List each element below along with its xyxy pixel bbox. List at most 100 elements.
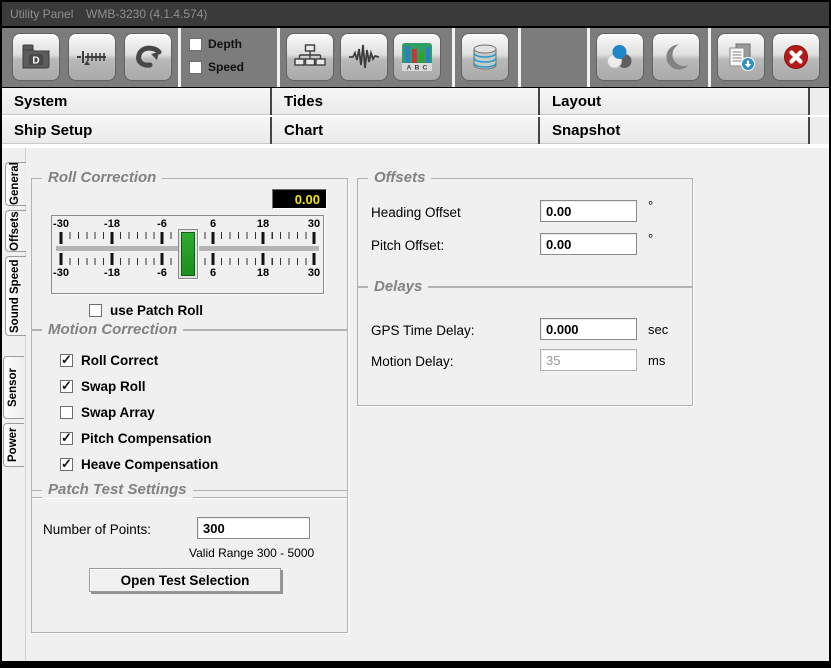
major-tick [211, 253, 215, 265]
roll-correct-label: Roll Correct [81, 353, 159, 368]
roll-correction-group: Roll Correction 0.00 -30 -18 -6 6 18 30 [31, 169, 348, 330]
undo-icon [136, 45, 162, 68]
roll-slider[interactable]: -30 -18 -6 6 18 30 [51, 215, 324, 294]
gps-time-delay-input[interactable]: 0.000 [540, 318, 637, 340]
heave-compensation-checkbox[interactable] [60, 456, 73, 472]
toolbar-separator [277, 28, 280, 87]
slider-thumb-fill [180, 232, 195, 276]
speed-checkbox[interactable] [189, 60, 202, 74]
side-tab-general[interactable]: General [5, 162, 26, 206]
delays-title: Delays [368, 278, 429, 295]
depth-option[interactable]: Depth [189, 35, 244, 53]
night-mode-button[interactable] [652, 33, 700, 81]
database-button[interactable] [461, 33, 509, 81]
swap-roll-label: Swap Roll [81, 379, 146, 394]
side-tab-offsets[interactable]: Offsets [5, 210, 26, 252]
roll-correct-checkbox[interactable] [60, 352, 73, 368]
use-patch-roll-option[interactable]: use Patch Roll [89, 303, 203, 318]
tab-ship-setup[interactable]: Ship Setup [2, 117, 272, 144]
scale-label: -30 [53, 267, 69, 279]
tab-tides[interactable]: Tides [272, 88, 540, 115]
close-icon [784, 45, 808, 69]
roll-value-display: 0.00 [272, 189, 327, 209]
export-pages-button[interactable] [717, 33, 765, 81]
svg-text:B: B [415, 65, 420, 72]
tab-layout[interactable]: Layout [540, 88, 810, 115]
tab-chart[interactable]: Chart [272, 117, 540, 144]
major-tick [211, 232, 215, 244]
network-tree-button[interactable] [286, 33, 334, 81]
motion-delay-unit: ms [648, 353, 666, 368]
offsets-group: Offsets Heading Offset 0.00 ° Pitch Offs… [357, 169, 693, 287]
major-tick [160, 232, 164, 244]
scale-label: -18 [104, 218, 120, 230]
gps-time-delay-label: GPS Time Delay: [371, 323, 475, 338]
swap-array-checkbox[interactable] [60, 406, 73, 419]
side-tab-power[interactable]: Power [3, 423, 24, 467]
speed-option[interactable]: Speed [189, 58, 244, 76]
range-scale-button[interactable] [68, 33, 116, 81]
depth-checkbox[interactable] [189, 37, 202, 51]
color-mix-icon [607, 45, 632, 69]
motion-correction-group: Motion Correction Roll Correct Swap Roll… [31, 321, 348, 498]
use-patch-roll-checkbox[interactable] [89, 304, 102, 317]
scale-label: -18 [104, 267, 120, 279]
signal-waveform-icon [349, 44, 380, 69]
scale-label: 30 [307, 267, 321, 279]
data-folder-button[interactable]: D [12, 33, 60, 81]
color-mix-button[interactable] [596, 33, 644, 81]
signal-waveform-button[interactable] [340, 33, 388, 81]
scale-label: -6 [157, 218, 167, 230]
roll-correct-option[interactable]: Roll Correct [60, 352, 159, 368]
pitch-offset-input[interactable]: 0.00 [540, 233, 637, 255]
heave-compensation-option[interactable]: Heave Compensation [60, 456, 218, 472]
close-button[interactable] [772, 33, 820, 81]
side-tab-divider [25, 148, 26, 661]
tab-filler [810, 88, 829, 115]
slider-thumb[interactable] [177, 229, 198, 279]
nav-tab-row-2: Ship Setup Chart Snapshot [2, 117, 829, 144]
tab-filler [810, 117, 829, 144]
window-version: WMB-3230 (4.1.4.574) [86, 7, 208, 21]
scale-label: -30 [53, 218, 69, 230]
heading-offset-input[interactable]: 0.00 [540, 200, 637, 222]
undo-button[interactable] [124, 33, 172, 81]
use-patch-roll-label: use Patch Roll [110, 303, 204, 318]
number-of-points-input[interactable]: 300 [197, 517, 310, 539]
tab-system[interactable]: System [2, 88, 272, 115]
scale-label: 18 [256, 267, 270, 279]
valid-range-note: Valid Range 300 - 5000 [189, 546, 315, 560]
major-tick [160, 253, 164, 265]
side-tab-offsets-label: Offsets [9, 211, 21, 251]
data-folder-icon: D [22, 44, 50, 69]
range-scale-icon [77, 51, 106, 65]
major-tick [312, 253, 316, 265]
night-mode-icon [666, 44, 689, 70]
patch-test-title: Patch Test Settings [42, 481, 193, 498]
nav-tabs: System Tides Layout Ship Setup Chart Sna… [2, 88, 829, 148]
major-tick [59, 253, 63, 265]
side-tab-sensor[interactable]: Sensor [3, 356, 24, 419]
svg-text:A: A [407, 65, 412, 72]
toolbar-separator [587, 28, 590, 87]
swap-roll-option[interactable]: Swap Roll [60, 378, 146, 394]
swap-roll-checkbox[interactable] [60, 378, 73, 394]
motion-delay-input[interactable]: 35 [540, 349, 637, 371]
heading-offset-label: Heading Offset [371, 205, 461, 220]
abc-bar-chart-button[interactable]: A B C [393, 33, 441, 81]
window-title: Utility Panel [10, 7, 74, 21]
side-tab-sound-speed-label: Sound Speed [9, 259, 21, 333]
motion-delay-label: Motion Delay: [371, 354, 454, 369]
number-of-points-label: Number of Points: [43, 522, 152, 537]
pitch-compensation-checkbox[interactable] [60, 430, 73, 446]
swap-array-option[interactable]: Swap Array [60, 405, 155, 420]
side-tab-sound-speed[interactable]: Sound Speed [5, 256, 26, 336]
svg-text:C: C [423, 65, 428, 72]
open-test-selection-button[interactable]: Open Test Selection [89, 568, 281, 592]
pitch-compensation-option[interactable]: Pitch Compensation [60, 430, 212, 446]
side-tab-power-label: Power [7, 427, 19, 463]
gps-time-delay-unit: sec [648, 322, 669, 337]
tab-snapshot[interactable]: Snapshot [540, 117, 810, 144]
offsets-title: Offsets [368, 169, 432, 186]
